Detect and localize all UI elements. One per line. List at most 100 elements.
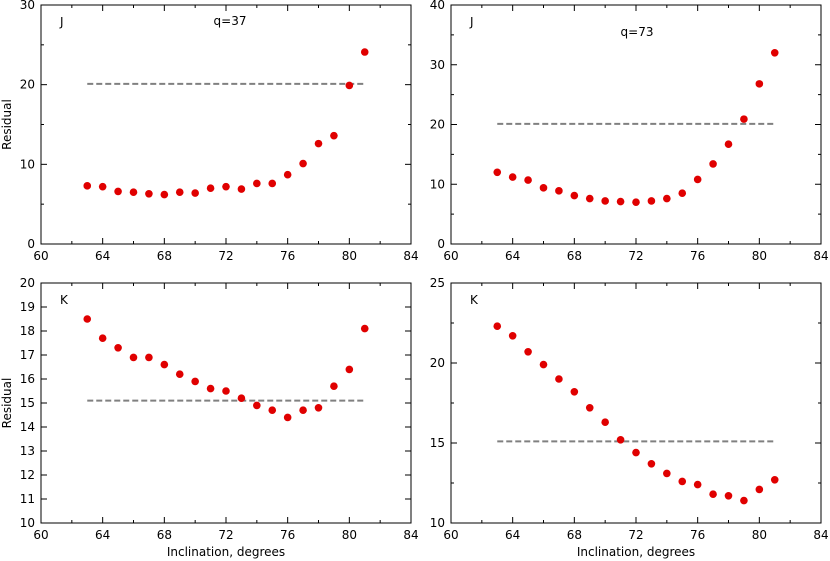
data-point	[283, 413, 292, 422]
data-point	[678, 189, 687, 198]
data-point	[175, 370, 184, 379]
x-tick-label: 68	[567, 528, 582, 542]
data-point	[539, 184, 548, 192]
x-tick-label: 76	[280, 528, 295, 542]
x-tick-label: 60	[443, 249, 458, 263]
data-point	[601, 418, 609, 427]
data-point	[555, 375, 563, 383]
y-axis-label: Residual	[0, 378, 14, 429]
data-point	[493, 168, 502, 177]
panel-3: 60 64 68 72 76 80 84 10 11 12 13 14 15 16 17 18 19 20 K Res…	[0, 276, 419, 559]
y-tick-label: 17	[20, 348, 35, 362]
data-point	[360, 48, 369, 56]
data-point	[222, 387, 230, 395]
data-point	[222, 182, 230, 191]
panel-label: J	[59, 15, 64, 29]
data-point	[268, 406, 277, 415]
y-axis-label: Residual	[0, 99, 14, 150]
x-tick-label: 64	[505, 249, 520, 263]
data-point	[314, 404, 323, 412]
data-point	[709, 160, 717, 168]
data-point	[330, 382, 338, 391]
data-point	[83, 182, 92, 190]
data-point	[114, 187, 122, 196]
data-point	[175, 188, 184, 197]
data-point	[114, 344, 122, 352]
plot-frame	[40, 282, 412, 524]
x-tick-label: 68	[567, 249, 582, 263]
data-point	[632, 448, 640, 457]
data-point	[145, 190, 153, 198]
y-tick-label: 25	[430, 276, 445, 290]
data-point	[508, 173, 517, 181]
x-tick-label: 60	[443, 528, 458, 542]
y-tick-label: 15	[430, 436, 445, 450]
data-point	[663, 469, 671, 478]
x-tick-label: 68	[157, 249, 172, 263]
data-point	[98, 334, 107, 343]
y-tick-label: 30	[430, 58, 445, 72]
data-point	[524, 348, 532, 356]
data-point	[360, 324, 369, 333]
y-tick-label: 20	[430, 118, 445, 132]
data-point	[268, 179, 277, 188]
data-point	[693, 480, 702, 489]
y-tick-label: 10	[430, 516, 445, 530]
x-tick-label: 80	[342, 249, 357, 263]
data-point	[237, 394, 246, 403]
x-tick-label: 72	[628, 249, 643, 263]
data-point	[693, 175, 702, 184]
x-axis-label: Inclination, degrees	[167, 545, 285, 559]
panel-1: 60 64 68 72 76 80 84 0 10 20 30 J q=37 Residual	[0, 0, 419, 263]
data-point	[160, 190, 169, 199]
x-tick-label: 84	[403, 528, 418, 542]
y-tick-label: 16	[20, 372, 35, 386]
y-tick-label: 0	[27, 237, 35, 251]
data-point	[740, 496, 748, 505]
panel-4: 60 64 68 72 76 80 84 10 15 20 25 K Inclination, degr…	[430, 276, 829, 559]
y-tick-label: 10	[430, 177, 445, 191]
data-point	[160, 360, 169, 369]
data-point	[740, 115, 748, 123]
data-point	[345, 81, 354, 90]
data-point	[508, 332, 517, 340]
data-point	[83, 315, 92, 323]
plot-frame	[40, 4, 412, 245]
panel-label: J	[469, 15, 474, 29]
data-point	[678, 477, 687, 486]
data-point	[191, 377, 199, 386]
data-point	[770, 476, 779, 484]
x-tick-label: 60	[33, 249, 48, 263]
data-point	[345, 365, 354, 374]
y-tick-label: 20	[20, 276, 35, 290]
data-point	[314, 139, 323, 148]
x-tick-label: 68	[157, 528, 172, 542]
data-point	[191, 189, 199, 197]
y-tick-label: 14	[20, 420, 35, 434]
x-tick-label: 60	[33, 528, 48, 542]
x-tick-label: 64	[505, 528, 520, 542]
data-point	[709, 490, 717, 499]
data-point	[585, 404, 594, 412]
y-tick-label: 18	[20, 324, 35, 338]
q-annotation: q=37	[214, 14, 247, 28]
data-point	[585, 194, 594, 203]
data-point	[570, 191, 579, 200]
data-point	[524, 176, 532, 184]
data-point	[539, 360, 548, 369]
x-axis-label: Inclination, degrees	[577, 545, 695, 559]
q-annotation: q=73	[621, 25, 654, 39]
data-point	[724, 492, 733, 500]
x-tick-label: 64	[95, 249, 110, 263]
y-tick-label: 15	[20, 396, 35, 410]
data-point	[493, 322, 502, 331]
y-tick-label: 20	[20, 78, 35, 92]
data-point	[616, 197, 625, 206]
x-tick-label: 76	[690, 249, 705, 263]
x-tick-label: 80	[342, 528, 357, 542]
y-tick-label: 30	[20, 0, 35, 12]
data-point	[299, 406, 307, 415]
x-tick-label: 84	[403, 249, 418, 263]
panel-2: 60 64 68 72 76 80 84 0 10 20 30 40 Jq=73	[430, 0, 829, 263]
x-tick-label: 84	[813, 528, 828, 542]
